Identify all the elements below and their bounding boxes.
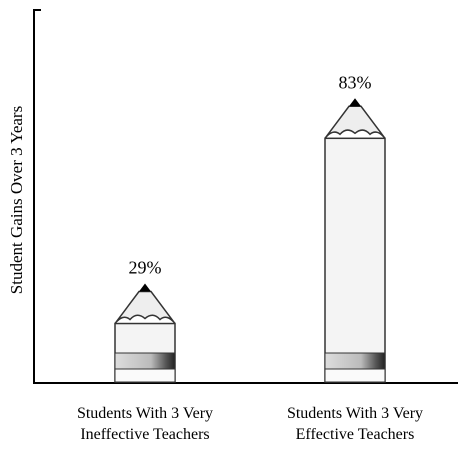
pencil-bar [324, 98, 386, 383]
pencil-body [324, 137, 386, 383]
pencil-cone [324, 105, 386, 139]
x-tick-label: Ineffective Teachers [80, 426, 209, 443]
pencil-cone [114, 290, 176, 325]
pencil-bar [114, 283, 176, 383]
pencil-ferrule [114, 352, 176, 370]
pencil-tip [139, 283, 151, 292]
pencil-eraser [324, 368, 386, 383]
pencil-ferrule [324, 352, 386, 370]
pencil-eraser [114, 368, 176, 383]
x-tick-label: Students With 3 Very [287, 405, 423, 422]
pencil-tip [349, 98, 361, 107]
value-label: 29% [129, 258, 162, 278]
x-tick-label: Effective Teachers [296, 426, 415, 443]
x-tick-label: Students With 3 Very [77, 405, 213, 422]
y-axis-label: Student Gains Over 3 Years [7, 106, 26, 294]
value-label: 83% [339, 72, 372, 92]
